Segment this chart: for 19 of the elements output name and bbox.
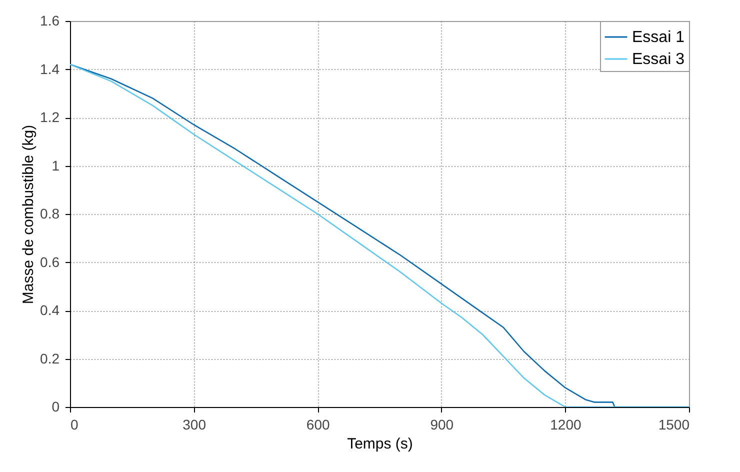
legend-label: Essai 3 [632,51,685,68]
y-tick-label: 0.4 [40,302,60,318]
x-tick-label: 600 [306,416,330,432]
y-tick-label: 0.8 [40,206,60,222]
y-tick-label: 0 [52,398,60,414]
x-tick-label: 300 [182,416,206,432]
y-tick-label: 1.2 [40,109,60,125]
x-axis-title: Temps (s) [347,436,413,452]
y-tick-label: 0.2 [40,350,60,366]
y-tick-label: 1.6 [40,12,60,28]
x-tick-label: 1500 [658,416,690,432]
legend-label: Essai 1 [632,29,685,46]
x-tick-label: 900 [430,416,454,432]
x-tick-label: 1200 [550,416,582,432]
y-tick-label: 0.6 [40,254,60,270]
x-tick-label: 0 [70,416,78,432]
y-axis-title: Masse de combustible (kg) [20,124,38,304]
y-tick-label: 1.4 [40,60,60,77]
y-tick-label: 1 [52,157,60,174]
